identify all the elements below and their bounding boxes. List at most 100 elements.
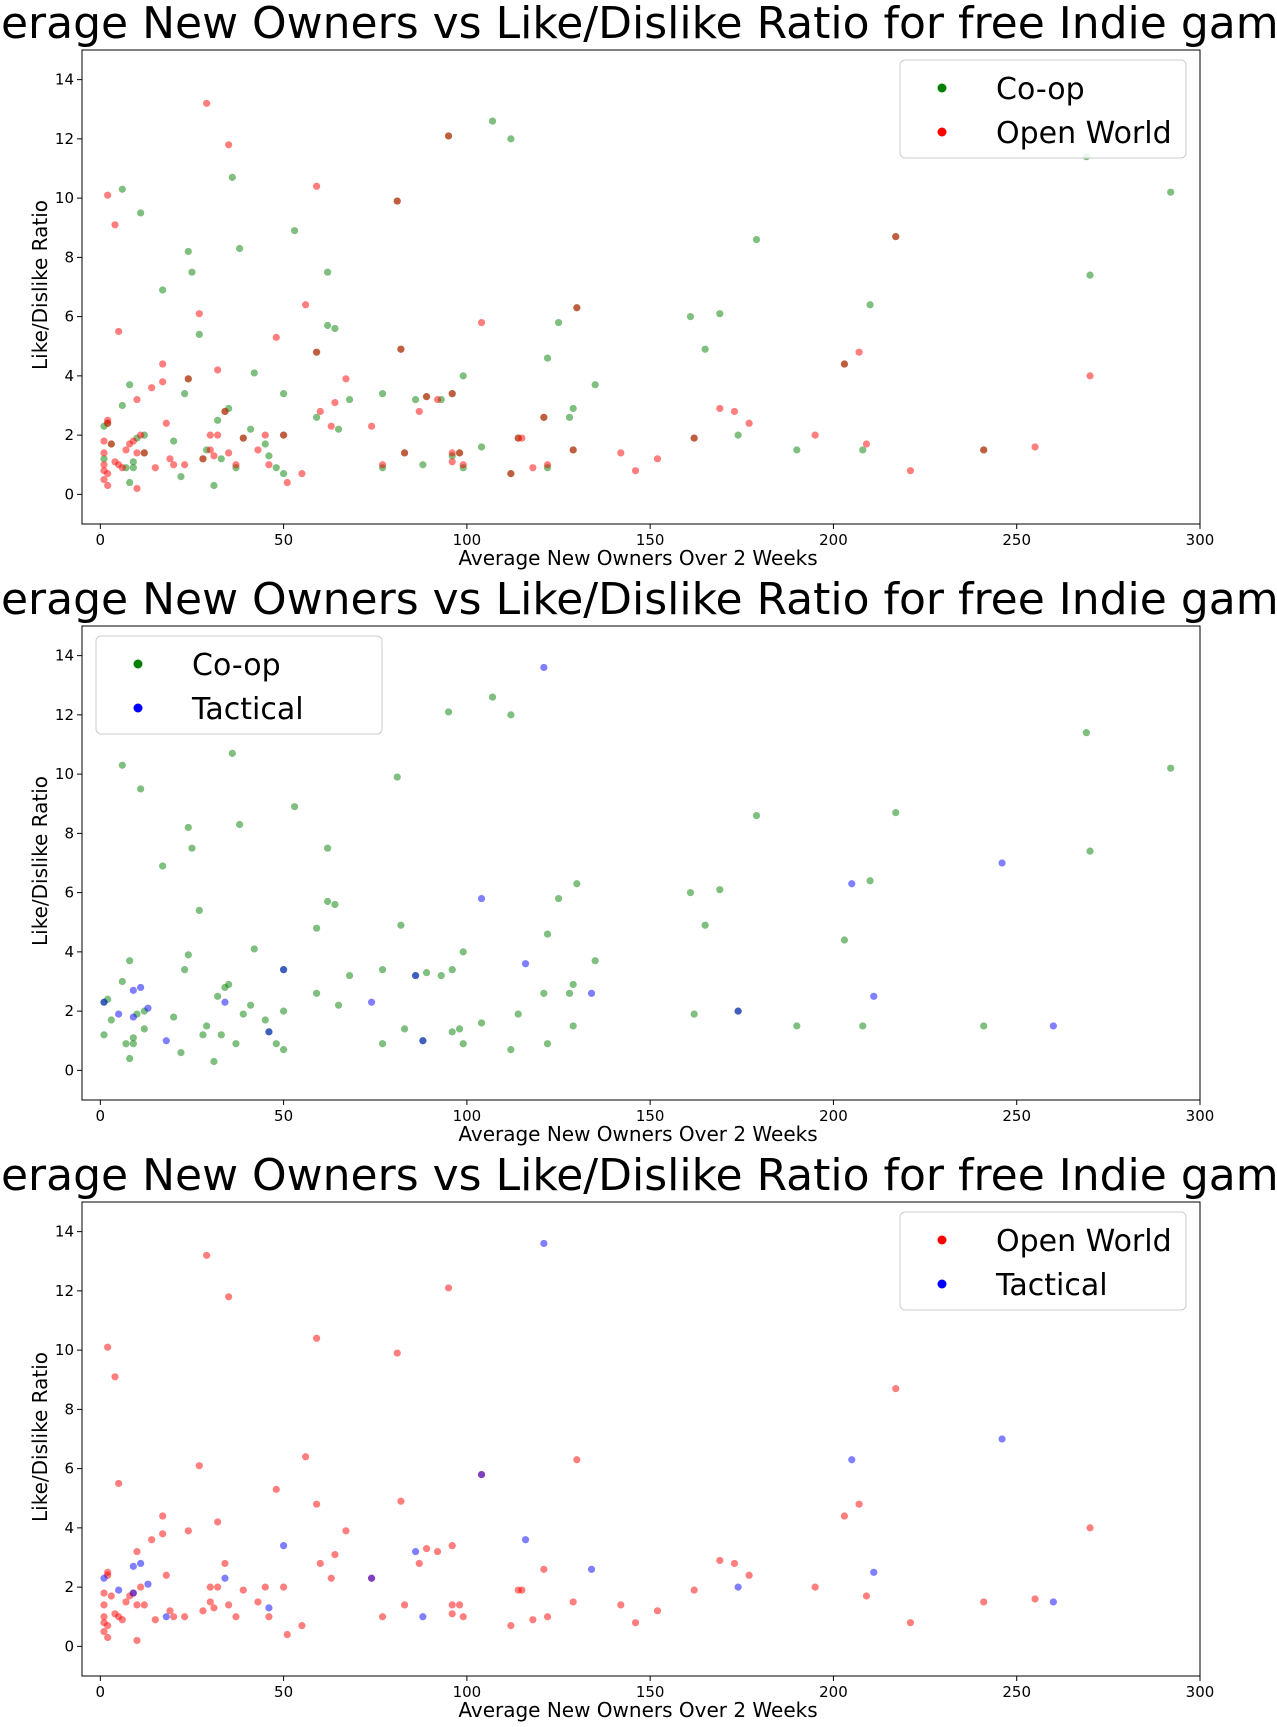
data-point <box>162 1571 170 1579</box>
plot-frame <box>81 49 1201 525</box>
data-point <box>415 1559 423 1568</box>
data-point <box>507 470 515 478</box>
data-point <box>104 1343 112 1351</box>
data-point <box>162 1613 170 1621</box>
data-point <box>170 461 178 469</box>
data-point <box>752 236 761 244</box>
data-point <box>543 1040 552 1048</box>
x-tick-label: 300 <box>1186 531 1215 549</box>
data-point <box>334 1001 343 1009</box>
data-point <box>104 1633 112 1642</box>
data-point <box>272 333 280 341</box>
y-tick-label: 6 <box>64 884 74 902</box>
data-point <box>100 455 108 463</box>
data-point <box>115 1479 123 1488</box>
series-co-op <box>100 117 1175 490</box>
data-point <box>129 1040 137 1048</box>
data-point <box>280 431 288 439</box>
data-point <box>870 1568 878 1576</box>
data-point <box>459 1040 467 1048</box>
chart-svg: Average New Owners vs Like/Dislike Ratio… <box>0 0 1277 570</box>
x-tick-label: 0 <box>96 1683 106 1701</box>
data-point <box>272 464 280 472</box>
data-point <box>866 877 874 885</box>
data-point <box>133 1601 141 1609</box>
data-point <box>280 390 288 398</box>
data-point <box>734 431 742 439</box>
data-point <box>840 936 849 944</box>
data-point <box>554 894 563 903</box>
y-tick-label: 8 <box>64 1400 74 1418</box>
data-point <box>543 354 552 362</box>
data-point <box>107 1016 115 1024</box>
data-point <box>477 443 486 451</box>
data-point <box>280 1046 288 1054</box>
data-point <box>848 880 856 888</box>
data-point <box>118 761 126 769</box>
data-point <box>488 117 497 125</box>
data-point <box>477 318 486 327</box>
data-point <box>100 437 108 445</box>
data-point <box>906 467 915 475</box>
data-point <box>859 1022 867 1030</box>
data-point <box>540 413 548 421</box>
data-point <box>459 1613 467 1621</box>
legend-box <box>95 635 383 735</box>
data-point <box>140 1601 148 1609</box>
data-point <box>166 1607 174 1615</box>
data-point <box>716 1556 724 1565</box>
data-point <box>327 1574 335 1582</box>
data-point <box>159 862 167 870</box>
data-point <box>140 1025 148 1033</box>
data-point <box>331 324 339 333</box>
data-point <box>400 1025 409 1033</box>
data-point <box>459 948 467 956</box>
data-point <box>181 966 189 974</box>
data-point <box>840 1512 849 1520</box>
data-point <box>459 461 467 469</box>
data-point <box>345 395 354 404</box>
data-point <box>591 957 599 965</box>
legend-marker <box>133 659 143 669</box>
y-tick-label: 4 <box>64 1519 74 1537</box>
data-point <box>261 431 269 439</box>
y-tick-label: 0 <box>64 1637 74 1655</box>
data-point <box>181 461 189 469</box>
data-point <box>529 1616 537 1624</box>
data-point <box>195 330 203 338</box>
data-point <box>291 227 299 235</box>
data-point <box>104 481 112 490</box>
data-point <box>100 449 108 457</box>
data-point <box>115 1586 123 1594</box>
data-point <box>745 419 753 427</box>
data-point <box>225 449 233 457</box>
data-point <box>488 693 497 701</box>
legend: Open World Tactical <box>899 1211 1187 1311</box>
y-tick-label: 12 <box>55 706 74 724</box>
data-point <box>140 449 148 457</box>
data-point <box>448 1028 456 1036</box>
data-point <box>793 446 801 454</box>
y-tick-label: 2 <box>64 1002 74 1020</box>
data-point <box>199 1607 207 1615</box>
data-point <box>686 313 695 321</box>
legend-label: Open World <box>996 116 1172 151</box>
data-point <box>239 434 247 442</box>
data-point <box>291 803 299 811</box>
data-point <box>444 132 453 140</box>
data-point <box>312 924 321 932</box>
data-point <box>254 446 262 454</box>
data-point <box>690 1586 698 1594</box>
data-point <box>170 1613 178 1621</box>
data-point <box>151 464 159 472</box>
data-point <box>859 446 867 454</box>
data-point <box>378 461 387 469</box>
data-point <box>280 1007 288 1015</box>
data-point <box>265 1604 273 1612</box>
data-point <box>507 1622 515 1630</box>
x-axis-label: Average New Owners Over 2 Weeks <box>458 1122 817 1146</box>
data-point <box>312 989 321 997</box>
y-tick-label: 14 <box>55 71 74 89</box>
data-point <box>261 440 269 448</box>
data-point <box>228 173 236 181</box>
